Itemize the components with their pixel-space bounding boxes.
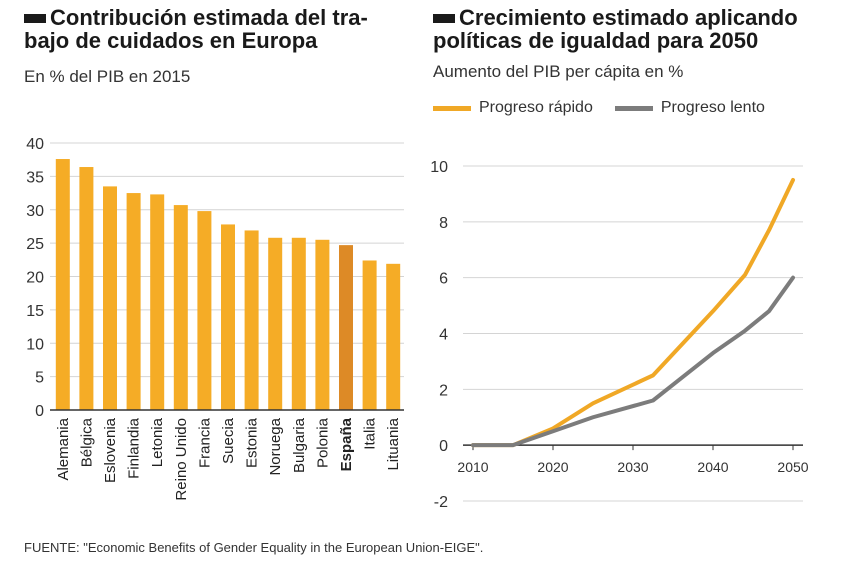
category-label: Francia bbox=[196, 417, 213, 468]
bar bbox=[268, 237, 283, 410]
y-tick-label: 40 bbox=[26, 136, 44, 153]
bar bbox=[291, 237, 306, 410]
legend: Progreso rápido Progreso lento bbox=[433, 99, 765, 117]
category-label: Bélgica bbox=[78, 417, 95, 467]
legend-label-slow: Progreso lento bbox=[660, 99, 765, 116]
y-tick-label: 5 bbox=[35, 370, 44, 387]
right-title-line2: políticas de igualdad para 2050 bbox=[433, 28, 759, 53]
source-note: FUENTE: "Economic Benefits of Gender Equ… bbox=[24, 540, 484, 555]
x-tick-label: 2030 bbox=[617, 459, 648, 475]
left-title-line1: Contribución estimada del tra- bbox=[50, 5, 368, 30]
y-tick-label: 15 bbox=[26, 303, 44, 320]
category-label: Bulgaria bbox=[291, 417, 308, 473]
y-tick-label: 6 bbox=[439, 271, 448, 288]
y-tick-label: 4 bbox=[439, 327, 448, 344]
bar bbox=[197, 211, 212, 410]
category-label: Estonia bbox=[244, 417, 261, 468]
x-tick-label: 2010 bbox=[457, 459, 488, 475]
line-chart: -2 0 2 4 6 8 10 2010 2020 2030 2040 2050 bbox=[430, 159, 809, 511]
bar bbox=[55, 159, 70, 410]
bar bbox=[244, 230, 259, 410]
left-chart-title: Contribución estimada del tra- bajo de c… bbox=[24, 6, 368, 52]
y-tick-label: 35 bbox=[26, 169, 44, 186]
y-tick-label: 25 bbox=[26, 236, 44, 253]
y-tick-label: -2 bbox=[434, 494, 448, 511]
category-label: España bbox=[338, 417, 355, 471]
y-tick-label: 0 bbox=[35, 403, 44, 420]
y-tick-label: 30 bbox=[26, 203, 44, 220]
bar bbox=[126, 193, 141, 410]
y-tick-label: 8 bbox=[439, 215, 448, 232]
title-bullet bbox=[433, 14, 455, 23]
bar bbox=[315, 239, 330, 410]
right-chart-title: Crecimiento estimado aplicando políticas… bbox=[433, 6, 798, 52]
bar bbox=[150, 194, 165, 410]
series-line-progreso-lento bbox=[471, 275, 795, 448]
category-label: Eslovenia bbox=[102, 417, 119, 483]
legend-swatch-slow bbox=[614, 105, 653, 111]
category-label: Noruega bbox=[267, 417, 284, 475]
bar bbox=[79, 167, 94, 410]
bar bbox=[386, 263, 401, 410]
legend-swatch-fast bbox=[433, 105, 471, 111]
category-label: Alemania bbox=[55, 417, 72, 480]
category-label: Letonia bbox=[149, 417, 166, 467]
x-tick-label: 2050 bbox=[777, 459, 808, 475]
category-label: Suecia bbox=[220, 417, 237, 464]
right-chart-subtitle: Aumento del PIB per cápita en % bbox=[433, 62, 684, 81]
bar bbox=[362, 260, 377, 410]
bar bbox=[221, 224, 235, 410]
y-tick-label: 20 bbox=[26, 270, 44, 287]
bar bbox=[173, 205, 188, 410]
bar bbox=[339, 245, 353, 410]
y-tick-label: 0 bbox=[439, 438, 448, 455]
category-label: Lituania bbox=[385, 417, 402, 470]
title-bullet bbox=[24, 14, 46, 23]
y-tick-label: 2 bbox=[439, 382, 448, 399]
bar bbox=[103, 186, 117, 410]
x-tick-label: 2020 bbox=[537, 459, 568, 475]
category-label: Italia bbox=[362, 417, 379, 449]
left-chart-subtitle: En % del PIB en 2015 bbox=[24, 67, 191, 86]
bar-chart: 0 5 10 15 20 25 30 35 40 Alemania Bélgica Eslovenia… bbox=[26, 136, 404, 501]
category-label: Polonia bbox=[314, 417, 331, 468]
y-tick-label: 10 bbox=[430, 159, 448, 176]
x-tick-label: 2040 bbox=[697, 459, 728, 475]
category-label: Reino Unido bbox=[173, 418, 190, 501]
left-title-line2: bajo de cuidados en Europa bbox=[24, 28, 318, 53]
legend-label-fast: Progreso rápido bbox=[479, 99, 593, 116]
category-label: Finlandia bbox=[126, 417, 143, 479]
right-title-line1: Crecimiento estimado aplicando bbox=[459, 5, 798, 30]
y-tick-label: 10 bbox=[26, 336, 44, 353]
